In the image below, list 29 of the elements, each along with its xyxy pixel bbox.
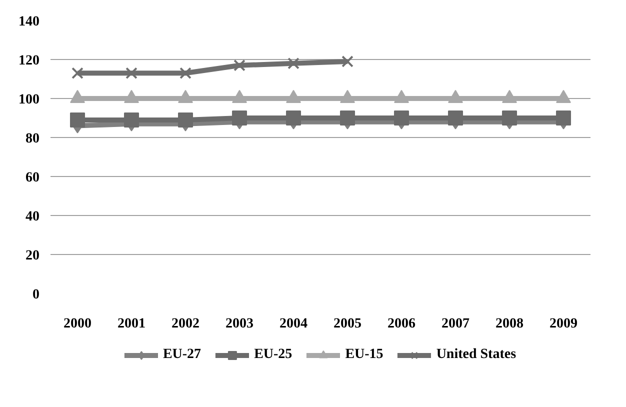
- point: [70, 112, 85, 128]
- x-tick-label: 2007: [442, 316, 470, 332]
- legend-label: EU-27: [162, 347, 202, 363]
- point: [342, 56, 354, 68]
- point: [234, 59, 246, 72]
- x-tick-label: 2003: [226, 316, 254, 332]
- point: [288, 57, 300, 70]
- x-tick-label: 2001: [118, 316, 146, 332]
- y-tick-label: 60: [26, 170, 40, 186]
- legend-label: United States: [436, 347, 516, 363]
- legend-label: EU-15: [345, 347, 384, 363]
- x-tick-label: 2009: [550, 316, 578, 332]
- y-tick-label: 120: [18, 54, 40, 68]
- y-tick-label: 100: [18, 92, 40, 108]
- x-tick-label: 2006: [388, 316, 416, 332]
- point: [180, 67, 192, 80]
- x-tick-label: 2008: [496, 316, 524, 332]
- y-tick-label: 80: [26, 132, 40, 146]
- y-tick-label: 40: [26, 210, 40, 224]
- x-tick-label: 2005: [334, 316, 362, 332]
- x-tick-label: 2002: [172, 316, 200, 332]
- x-tick-label: 2000: [64, 316, 92, 332]
- point: [72, 67, 84, 80]
- y-tick-label: 0: [32, 288, 40, 302]
- y-tick-label: 20: [26, 248, 40, 264]
- x-tick-label: 2004: [280, 316, 308, 332]
- y-tick-label: 140: [18, 14, 40, 30]
- point: [126, 67, 138, 80]
- legend-label: EU-25: [254, 347, 292, 363]
